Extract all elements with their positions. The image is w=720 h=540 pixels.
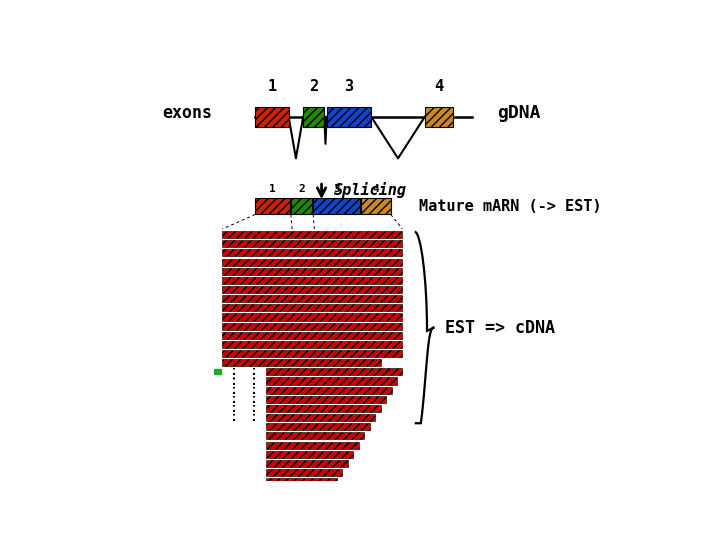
- Bar: [222, 341, 402, 348]
- Bar: [266, 469, 342, 476]
- Bar: [222, 277, 402, 284]
- Bar: [266, 423, 369, 430]
- Bar: [222, 295, 402, 302]
- Bar: [222, 249, 402, 256]
- Bar: [266, 405, 381, 412]
- Text: 3: 3: [344, 79, 354, 94]
- Bar: [222, 313, 402, 321]
- Bar: [222, 286, 402, 293]
- Bar: [222, 231, 402, 238]
- Text: 2: 2: [309, 79, 318, 94]
- Bar: [313, 198, 360, 214]
- Bar: [266, 414, 375, 421]
- Bar: [266, 387, 392, 394]
- Text: 3: 3: [333, 184, 340, 194]
- Bar: [255, 107, 289, 127]
- Bar: [222, 305, 402, 312]
- Bar: [266, 442, 359, 449]
- Bar: [425, 107, 453, 127]
- Bar: [266, 377, 397, 384]
- Bar: [255, 198, 289, 214]
- Text: 1: 1: [269, 184, 276, 194]
- Text: 1: 1: [267, 79, 276, 94]
- Bar: [303, 107, 324, 127]
- Text: Splicing: Splicing: [334, 181, 407, 198]
- Bar: [291, 198, 312, 214]
- Text: 4: 4: [434, 79, 444, 94]
- Bar: [222, 359, 381, 366]
- Bar: [266, 460, 348, 467]
- Bar: [222, 332, 402, 339]
- Bar: [327, 107, 372, 127]
- Bar: [214, 369, 220, 374]
- Bar: [222, 240, 402, 247]
- Text: gDNA: gDNA: [498, 104, 541, 122]
- Bar: [222, 268, 402, 275]
- Bar: [266, 451, 354, 458]
- Bar: [266, 368, 402, 375]
- Bar: [222, 259, 402, 266]
- Bar: [266, 478, 337, 485]
- Bar: [266, 433, 364, 440]
- Text: 2: 2: [298, 184, 305, 194]
- Text: EST => cDNA: EST => cDNA: [446, 319, 555, 336]
- Text: exons: exons: [163, 104, 212, 122]
- Text: 4: 4: [373, 184, 379, 194]
- Bar: [222, 350, 402, 357]
- Bar: [222, 322, 402, 329]
- Bar: [266, 396, 386, 403]
- Text: Mature mARN (-> EST): Mature mARN (-> EST): [419, 199, 602, 214]
- Bar: [361, 198, 391, 214]
